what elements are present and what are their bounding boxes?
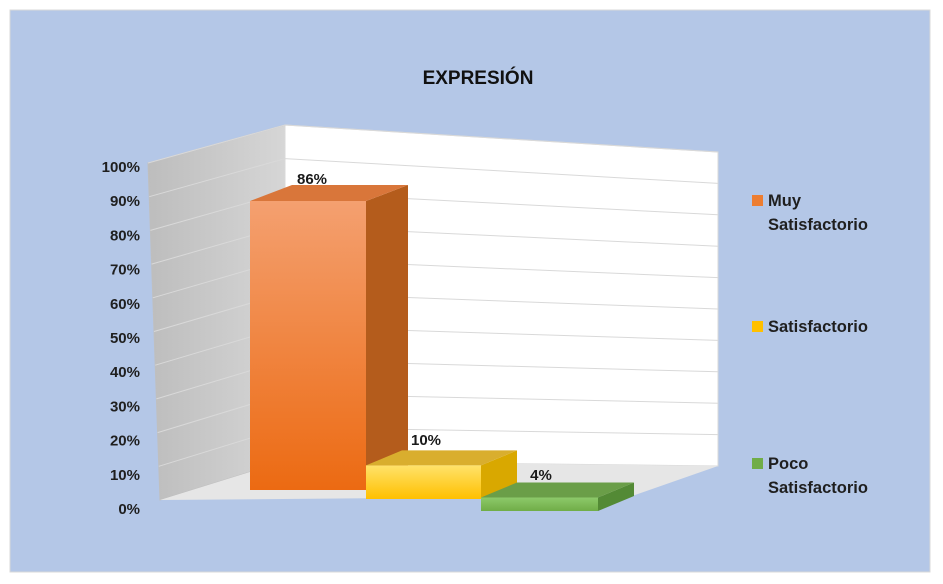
bar-side (598, 482, 634, 511)
y-tick-label: 60% (110, 296, 140, 313)
y-tick-label: 80% (110, 227, 140, 244)
y-tick-label: 50% (110, 330, 140, 347)
legend-swatch (752, 195, 763, 206)
legend-label: Satisfactorio (768, 318, 868, 336)
y-tick-label: 30% (110, 398, 140, 415)
y-tick-label: 90% (110, 193, 140, 210)
y-tick-label: 20% (110, 433, 140, 450)
data-label: 86% (297, 171, 327, 188)
data-label: 4% (530, 467, 552, 484)
data-label: 10% (411, 432, 441, 449)
y-tick-label: 100% (102, 159, 140, 176)
legend-swatch (752, 321, 763, 332)
bar (366, 465, 481, 499)
data-labels: 86% 10% 4% (297, 171, 552, 484)
chart-title: EXPRESIÓN (423, 67, 534, 89)
legend-label: Satisfactorio (768, 216, 868, 234)
gridline (147, 124, 719, 164)
legend-label: Muy (768, 192, 802, 210)
legend-swatch (752, 458, 763, 469)
bars (250, 185, 634, 511)
legend-label: Poco (768, 455, 808, 473)
bar-top (250, 185, 408, 202)
bar (250, 201, 366, 491)
legend-label: Satisfactorio (768, 479, 868, 497)
y-tick-label: 10% (110, 467, 140, 484)
gridline (149, 158, 719, 198)
y-axis-ticks: 0% 10% 20% 30% 40% 50% 60% 70% 80% 90% 100% (102, 159, 140, 518)
bar-top (481, 482, 634, 498)
bar (481, 497, 598, 511)
bar-top (366, 450, 517, 466)
bar-side (366, 185, 408, 491)
legend: Muy Satisfactorio Satisfactorio Poco Satisfa… (752, 192, 868, 497)
y-tick-label: 40% (110, 364, 140, 381)
y-tick-label: 70% (110, 262, 140, 279)
y-tick-label: 0% (118, 501, 140, 518)
